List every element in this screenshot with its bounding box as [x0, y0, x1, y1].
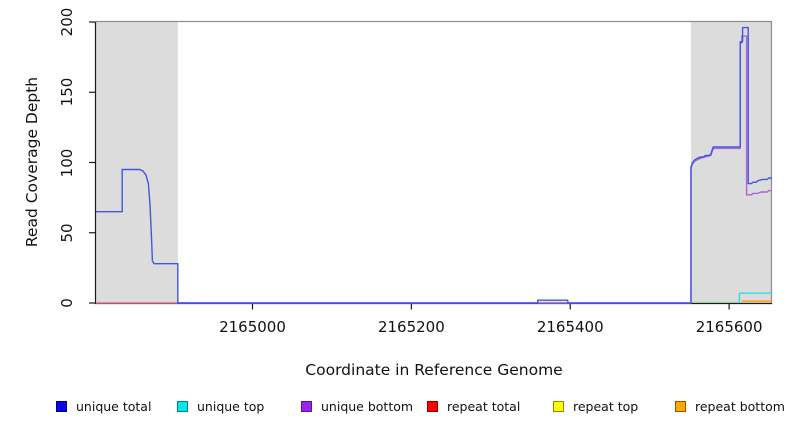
legend-swatch-repeat-bottom	[675, 400, 686, 412]
legend-swatch-repeat-total	[427, 400, 438, 412]
y-axis-label: Read Coverage Depth	[23, 76, 41, 248]
legend-item-unique-bottom: unique bottom	[301, 398, 413, 414]
coverage-line-unique-total	[96, 26, 772, 304]
legend-item-unique-top: unique top	[177, 398, 264, 414]
legend-swatch-repeat-top	[553, 400, 564, 412]
legend-label: unique bottom	[321, 398, 414, 414]
legend-item-repeat-bottom: repeat bottom	[675, 398, 785, 414]
legend-swatch-unique-total	[56, 400, 67, 412]
legend-label: unique top	[197, 398, 265, 414]
legend-swatch-unique-top	[177, 400, 188, 412]
legend-label: repeat top	[573, 398, 639, 414]
repeat-region-left	[96, 21, 178, 304]
legend-swatch-unique-bottom	[301, 400, 312, 412]
x-tick-label: 2165400	[536, 318, 604, 336]
y-tick-label: 200	[58, 7, 76, 37]
repeat-region-right	[690, 21, 772, 304]
y-tick-label: 50	[58, 223, 76, 243]
y-tick-label: 150	[58, 77, 76, 107]
legend-label: repeat total	[447, 398, 521, 414]
legend: unique total unique top unique bottom repea…	[0, 398, 792, 420]
legend-item-repeat-total: repeat total	[427, 398, 520, 414]
x-tick-label: 2165600	[695, 318, 763, 336]
y-tick-label: 100	[58, 148, 76, 177]
coverage-line-unique-bottom	[96, 35, 772, 304]
y-tick-label: 0	[58, 298, 76, 308]
legend-item-unique-total: unique total	[56, 398, 151, 414]
coverage-line-unique-top	[738, 292, 772, 303]
x-axis-label: Coordinate in Reference Genome	[305, 361, 563, 379]
legend-item-repeat-top: repeat top	[553, 398, 638, 414]
legend-label: unique total	[76, 398, 152, 414]
x-tick-label: 2165000	[219, 318, 286, 336]
legend-label: repeat bottom	[695, 398, 785, 414]
x-tick-label: 2165200	[377, 318, 445, 336]
